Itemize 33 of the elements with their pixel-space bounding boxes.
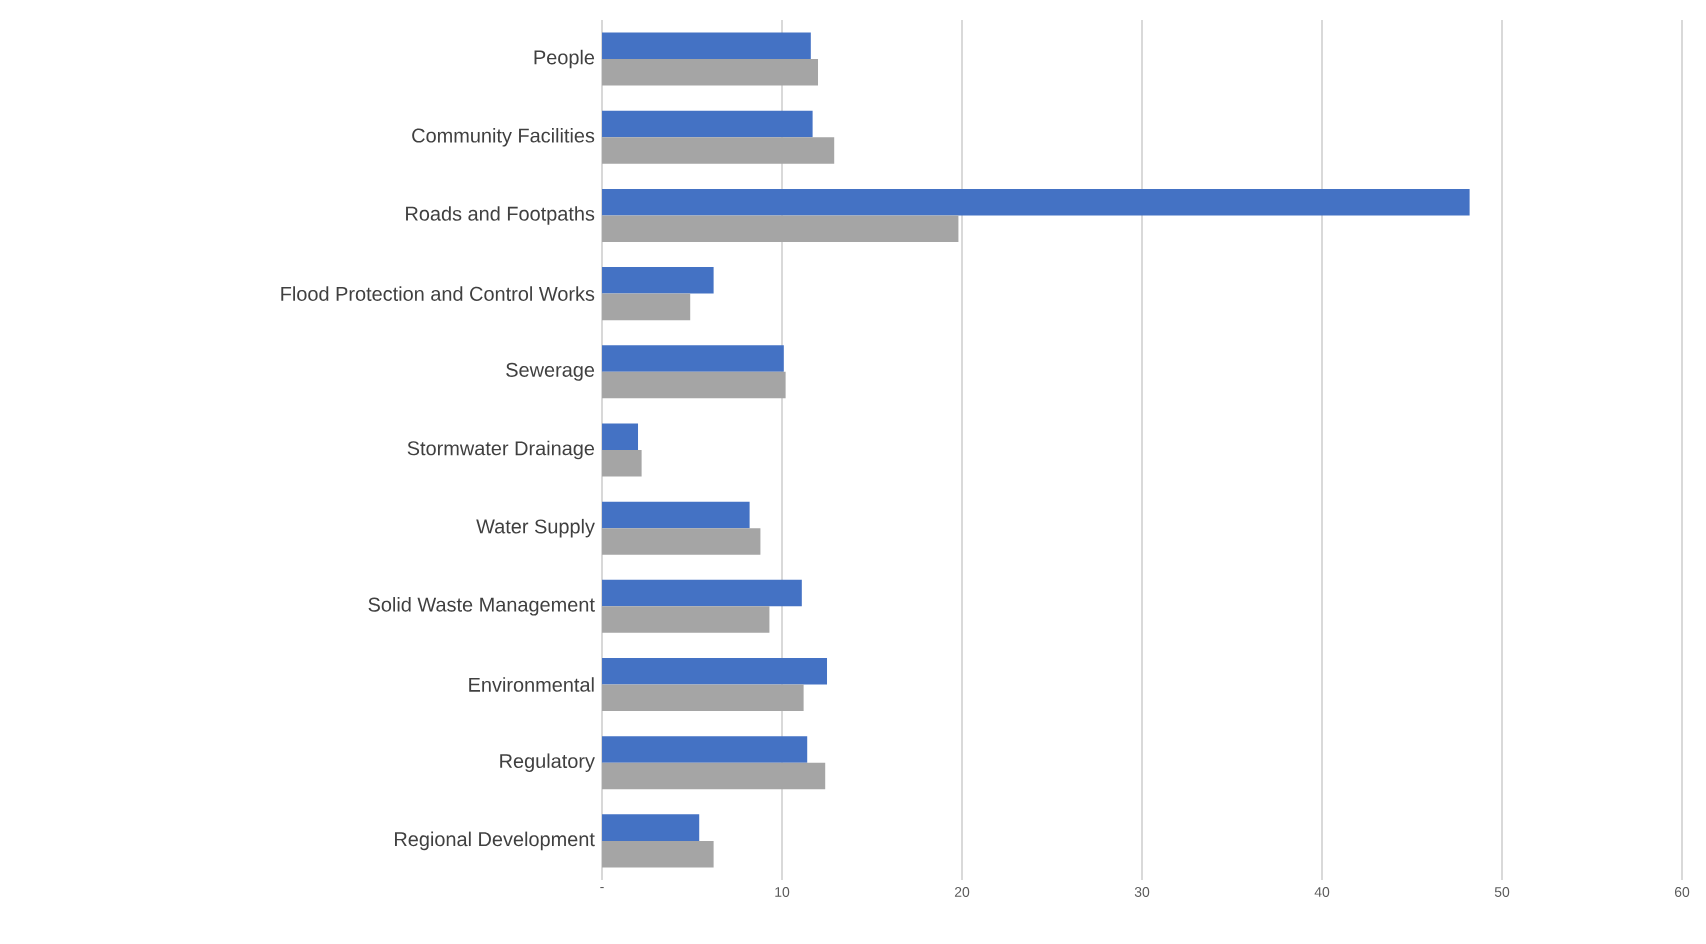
y-tick-label: Regulatory (500, 753, 595, 772)
bar (602, 371, 786, 399)
bar (602, 684, 804, 712)
y-tick-label: Roads and Footpaths (406, 206, 595, 225)
bar (602, 215, 959, 242)
y-tick-label: Community Facilities (412, 127, 595, 147)
bar (602, 501, 750, 529)
bar (602, 137, 835, 164)
y-tick-label: Stormwater Drainage (407, 440, 595, 460)
bar (602, 110, 813, 138)
bar (602, 840, 714, 868)
y-tick-label: Solid Waste Management (368, 597, 595, 616)
bar (602, 293, 691, 321)
bar (602, 267, 714, 294)
y-tick-label: Water Supply (476, 518, 595, 538)
bar (602, 188, 1470, 216)
y-tick-label: Sewerage (506, 362, 595, 381)
bar (602, 814, 700, 841)
y-tick-label: Regional Development (395, 831, 595, 851)
bar (602, 658, 828, 685)
bar (602, 762, 826, 790)
bar (602, 606, 770, 633)
y-tick-label: People (534, 49, 595, 69)
bar (602, 528, 761, 555)
y-tick-label: Environmental (469, 677, 594, 692)
y-tick-label: Flood Protection and Control Works (281, 286, 595, 301)
bar (602, 579, 802, 607)
bar (602, 59, 819, 86)
bar (602, 32, 811, 60)
bar (602, 345, 784, 372)
bar (602, 736, 808, 763)
bar (602, 423, 639, 450)
bar (602, 449, 642, 477)
